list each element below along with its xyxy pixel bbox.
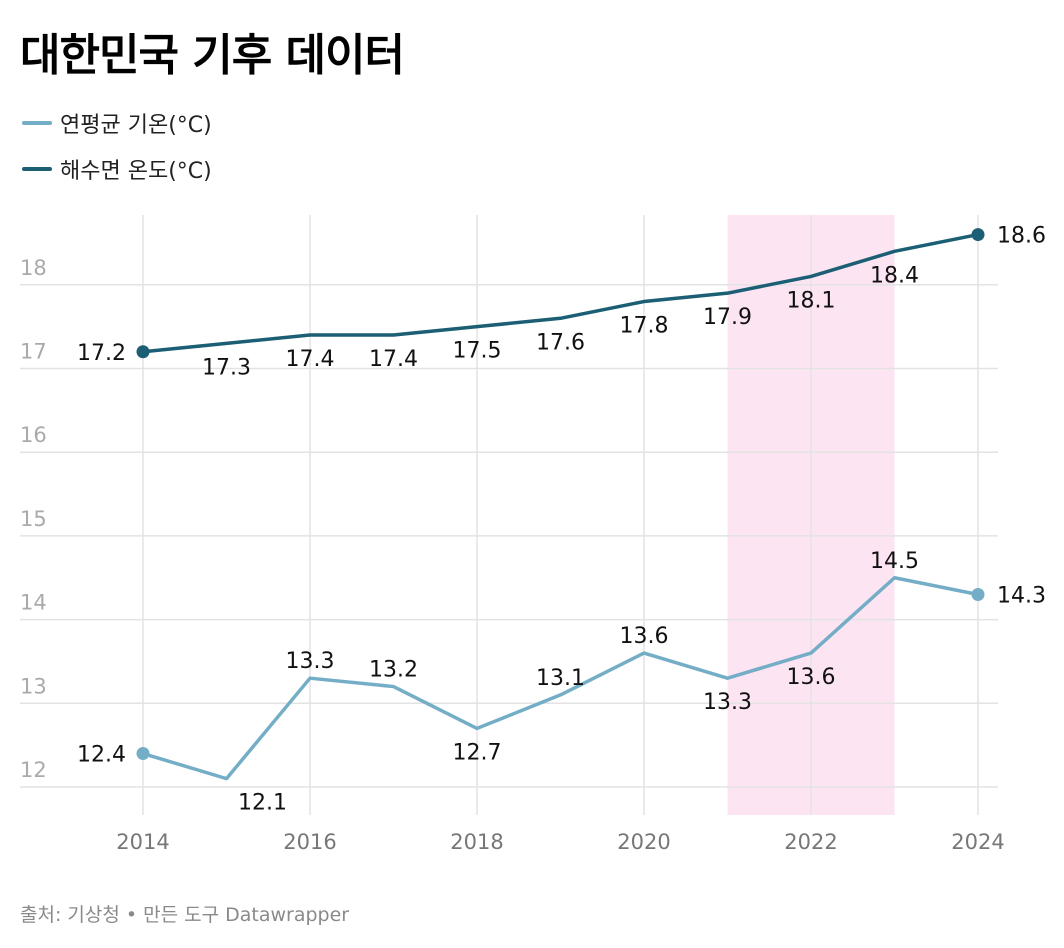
x-tick-label: 2016 (283, 830, 336, 854)
legend: 연평균 기온(°C) 해수면 온도(°C) (22, 108, 212, 200)
data-label-air: 12.1 (238, 791, 287, 816)
legend-item-sea-temp: 해수면 온도(°C) (22, 154, 212, 184)
data-label-air: 13.2 (369, 658, 418, 683)
point-marker-sea (971, 228, 985, 242)
x-tick-label: 2022 (784, 830, 837, 854)
data-label-sea: 17.4 (369, 347, 418, 372)
x-tick-label: 2024 (951, 830, 1004, 854)
y-tick-label: 17 (20, 340, 47, 364)
y-tick-label: 18 (20, 256, 47, 280)
data-label-air: 14.5 (870, 549, 919, 574)
point-marker-sea (136, 345, 150, 359)
y-tick-label: 15 (20, 507, 47, 531)
y-tick-label: 13 (20, 674, 47, 698)
chart-title: 대한민국 기후 데이터 (20, 30, 405, 81)
data-label-sea: 18.4 (870, 263, 919, 288)
data-label-sea: 17.3 (202, 355, 251, 380)
data-label-air: 13.1 (536, 666, 585, 691)
data-label-sea: 17.9 (703, 305, 752, 330)
data-label-sea: 17.4 (286, 347, 335, 372)
data-label-sea: 17.8 (620, 314, 669, 339)
legend-label-air-temp: 연평균 기온(°C) (60, 113, 212, 138)
x-tick-label: 2018 (450, 830, 503, 854)
y-tick-label: 14 (20, 591, 47, 615)
data-label-air: 13.6 (787, 665, 836, 690)
legend-swatch-air-temp (22, 121, 52, 125)
y-tick-label: 16 (20, 423, 47, 447)
legend-swatch-sea-temp (22, 167, 52, 171)
source-note: 출처: 기상청 • 만든 도구 Datawrapper (20, 904, 350, 926)
data-label-sea: 17.5 (453, 339, 502, 364)
data-label-air: 13.3 (703, 690, 752, 715)
data-label-sea: 17.6 (536, 330, 585, 355)
legend-item-air-temp: 연평균 기온(°C) (22, 108, 212, 138)
x-tick-label: 2014 (116, 830, 169, 854)
point-marker-air (971, 587, 985, 601)
series-line-sea (141, 232, 980, 354)
line-chart: 12 13 14 15 16 17 18 2014 2016 2018 2020 2022 2024 12… (20, 215, 1046, 854)
data-label-sea: 17.2 (77, 341, 126, 366)
data-label-air: 13.3 (286, 649, 335, 674)
data-label-air: 12.7 (453, 740, 502, 765)
data-label-air: 14.3 (997, 583, 1046, 608)
data-label-air: 12.4 (77, 743, 126, 768)
series-line-air (141, 576, 980, 781)
point-marker-air (136, 747, 150, 761)
data-label-sea: 18.6 (997, 224, 1046, 249)
data-label-air: 13.6 (620, 624, 669, 649)
legend-label-sea-temp: 해수면 온도(°C) (60, 159, 212, 184)
y-tick-label: 12 (20, 758, 47, 782)
data-label-sea: 18.1 (787, 288, 836, 313)
x-tick-label: 2020 (617, 830, 670, 854)
